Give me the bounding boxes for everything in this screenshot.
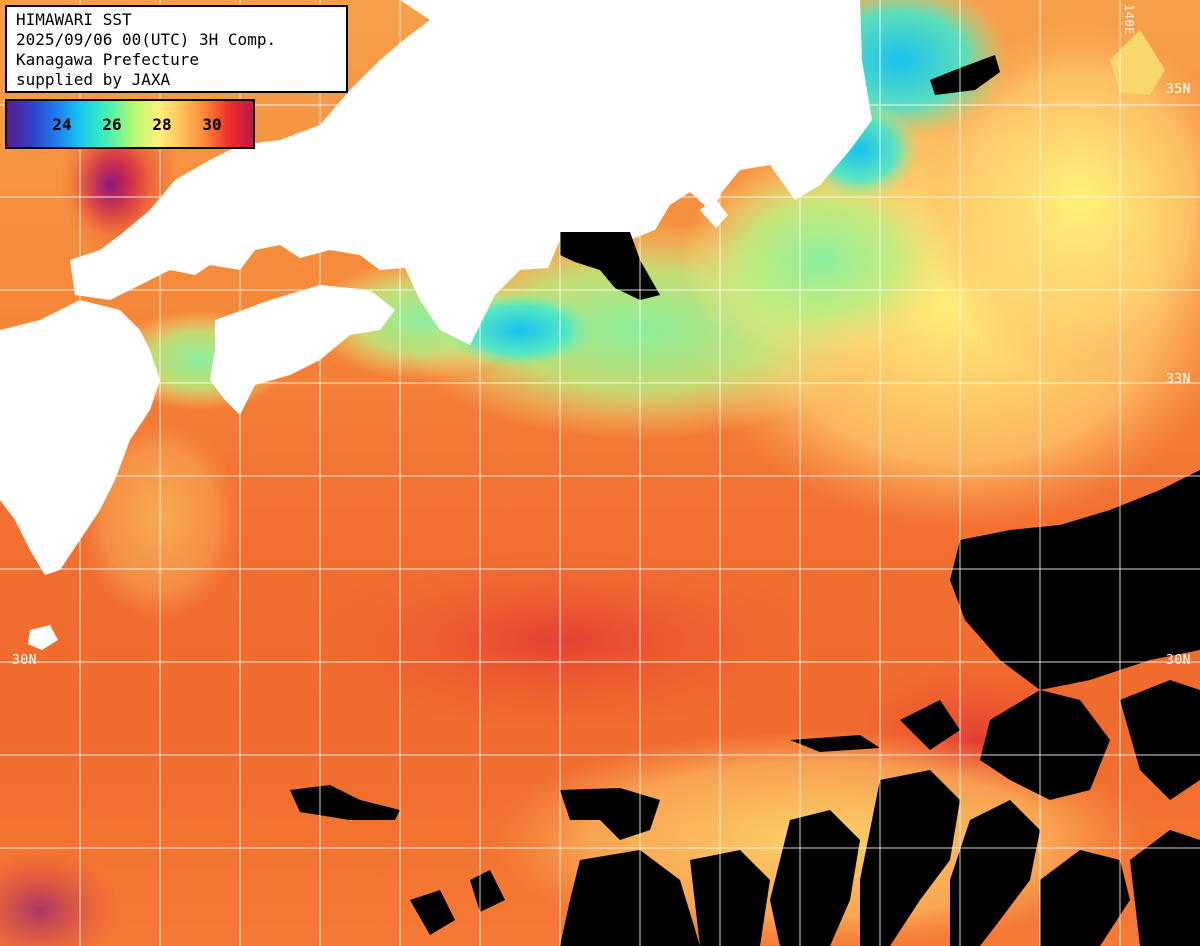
legend-tick-26: 26 — [102, 115, 122, 134]
lat-label-33n: 33N — [1166, 372, 1191, 387]
product-title: HIMAWARI SST — [16, 10, 132, 29]
lat-label-30n-right: 30N — [1166, 653, 1191, 668]
legend-tick-28: 28 — [152, 115, 172, 134]
product-source: supplied by JAXA — [16, 70, 171, 89]
product-datetime: 2025/09/06 00(UTC) 3H Comp. — [16, 30, 277, 49]
lon-label-140e: 140E — [1122, 4, 1136, 35]
cloud-mask — [290, 55, 1200, 946]
lat-label-30n-left: 30N — [12, 653, 37, 668]
lon-label-136e: 136E — [483, 4, 497, 35]
temperature-color-scale: 24 26 28 30 — [5, 99, 255, 149]
lat-label-35n: 35N — [1166, 82, 1191, 97]
product-producer: Kanagawa Prefecture — [16, 50, 200, 69]
legend-tick-24: 24 — [52, 115, 72, 134]
legend-tick-30: 30 — [202, 115, 222, 134]
product-info-box: HIMAWARI SST 2025/09/06 00(UTC) 3H Comp.… — [5, 5, 348, 93]
